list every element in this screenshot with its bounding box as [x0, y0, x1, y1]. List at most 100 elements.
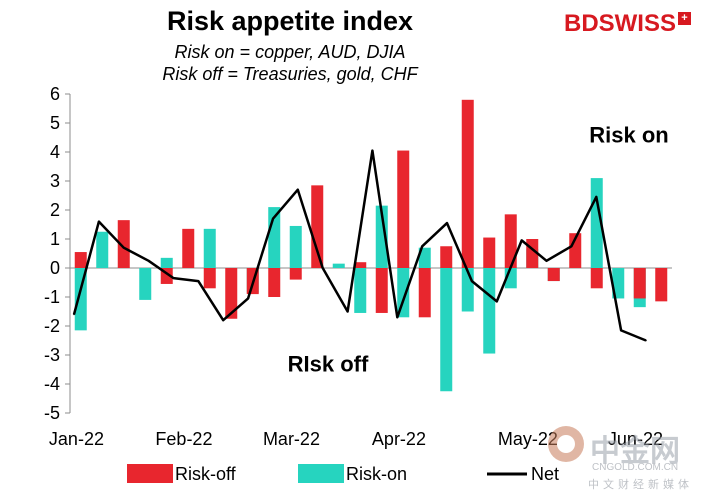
risk-on-bar [612, 268, 625, 299]
risk-off-bar [354, 262, 367, 268]
risk-on-bar [96, 231, 109, 268]
risk-off-bar [289, 268, 302, 280]
net-line-layer [72, 149, 647, 342]
net-point [172, 277, 175, 279]
y-tick-label: 3 [50, 171, 60, 191]
watermark-url: CNGOLD.COM.CN [592, 462, 679, 473]
risk-on-bar [139, 268, 152, 300]
labels-layer: -5 -4 -3 -2 -1 0 1 2 3 4 5 6 Jan-22 Feb-22 Mar-22 Apr-2… [44, 84, 669, 449]
net-point [321, 267, 324, 269]
x-tick-label: Mar-22 [263, 429, 320, 449]
net-point [272, 217, 274, 220]
net-point [197, 280, 200, 282]
watermark-tagline: 中文财经新媒体 [588, 478, 693, 491]
risk-on-bar [289, 225, 302, 268]
net-point [122, 246, 125, 249]
net-point [495, 300, 498, 303]
net-point [520, 239, 523, 242]
risk-on-bar [375, 205, 388, 268]
risk-off-bar [397, 150, 410, 268]
y-tick-label: 4 [50, 142, 60, 162]
y-tick-label: -2 [44, 316, 60, 336]
risk-on-bar [160, 257, 173, 268]
x-tick-label: May-22 [498, 429, 558, 449]
legend-swatch-risk-on [298, 464, 344, 483]
legend-label-net: Net [531, 464, 559, 484]
risk-on-bar [397, 268, 410, 318]
annotation-label: Risk on [589, 123, 668, 148]
risk-on-bar [203, 228, 216, 268]
legend: Risk-off Risk-on Net [127, 464, 559, 484]
net-point [545, 259, 548, 262]
net-point [620, 329, 622, 332]
annotation-label: RIsk off [288, 352, 369, 377]
x-tick-label: Apr-22 [372, 429, 426, 449]
x-tick-label: Jan-22 [49, 429, 104, 449]
net-point [645, 339, 647, 342]
net-point [595, 196, 598, 198]
risk-off-bar [375, 268, 388, 313]
risk-off-bar [633, 268, 646, 299]
net-point [396, 316, 399, 319]
cngold-logo-icon [548, 426, 584, 462]
net-point [147, 259, 150, 262]
net-point [446, 222, 448, 224]
risk-on-bar [440, 268, 453, 392]
brand-plus-icon: + [678, 12, 691, 25]
risk-off-bar [590, 268, 603, 289]
brand-logo: BDSWISS + [564, 10, 691, 38]
risk-off-bar [461, 99, 474, 268]
risk-off-bar [182, 228, 195, 268]
chart-subtitle-risk-on: Risk on = copper, AUD, DJIA [174, 42, 406, 62]
net-point [98, 220, 100, 223]
risk-off-bar [547, 268, 560, 282]
y-tick-label: -4 [44, 374, 60, 394]
risk-off-bar [203, 268, 216, 289]
y-tick-label: -5 [44, 403, 60, 423]
net-point [222, 319, 225, 322]
net-point [421, 245, 423, 248]
risk-off-bar [225, 268, 238, 319]
net-point [371, 149, 374, 152]
risk-off-bar [483, 237, 496, 268]
y-tick-label: 0 [50, 258, 60, 278]
y-tick-label: 2 [50, 200, 60, 220]
risk-off-bar [311, 185, 324, 268]
risk-on-bar [354, 268, 367, 313]
net-point [471, 280, 473, 282]
brand-name: BDSWISS [563, 10, 676, 37]
x-tick-label: Jun-22 [608, 429, 663, 449]
risk-off-bar [655, 268, 668, 302]
y-tick-label: 5 [50, 113, 60, 133]
legend-swatch-risk-off [127, 464, 173, 483]
risk-off-bar [418, 268, 431, 318]
risk-off-bar [268, 268, 281, 297]
chart-subtitle-risk-off: Risk off = Treasuries, gold, CHF [162, 64, 418, 84]
x-tick-label: Feb-22 [155, 429, 212, 449]
net-point [570, 245, 573, 248]
y-tick-label: -1 [44, 287, 60, 307]
net-point [297, 188, 299, 191]
risk-on-bar [332, 263, 345, 268]
risk-off-bar [440, 246, 453, 268]
risk-off-bar [74, 252, 87, 268]
legend-label-risk-on: Risk-on [346, 464, 407, 484]
legend-label-risk-off: Risk-off [175, 464, 237, 484]
chart-title: Risk appetite index [166, 6, 414, 36]
net-point [73, 313, 75, 316]
watermark: 中金网 CNGOLD.COM.CN 中文财经新媒体 [548, 424, 698, 494]
net-point [247, 297, 249, 300]
risk-on-bar [418, 247, 431, 268]
y-tick-label: -3 [44, 345, 60, 365]
risk-off-bar [117, 220, 130, 268]
net-point [346, 310, 349, 313]
y-tick-label: 1 [50, 229, 60, 249]
risk-on-bar [74, 268, 87, 331]
risk-off-bar [504, 214, 517, 268]
risk-on-bar [483, 268, 496, 354]
y-tick-label: 6 [50, 84, 60, 104]
bars-layer [74, 99, 668, 392]
watermark-name: 中金网 [590, 434, 680, 469]
net-line [72, 149, 647, 342]
